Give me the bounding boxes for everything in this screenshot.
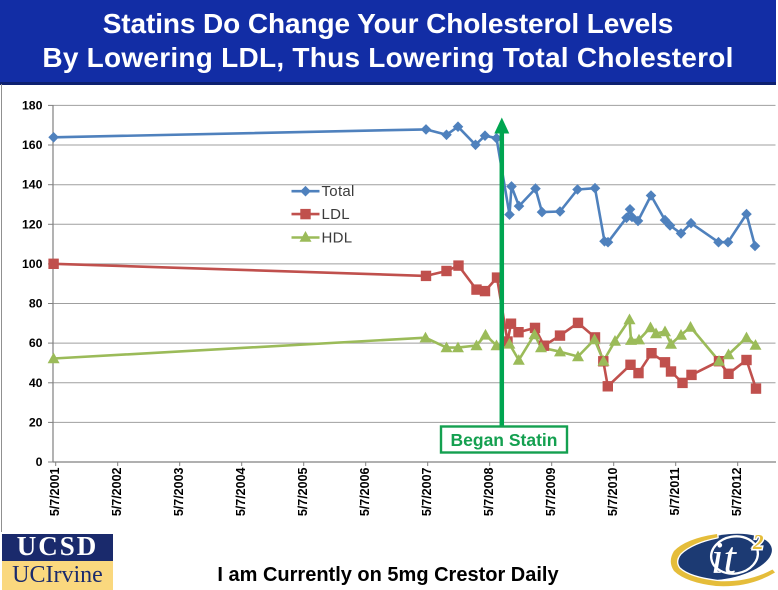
svg-text:5/7/2009: 5/7/2009 bbox=[544, 467, 558, 516]
svg-text:Total: Total bbox=[322, 183, 355, 200]
svg-text:5/7/2006: 5/7/2006 bbox=[358, 467, 372, 516]
svg-text:LDL: LDL bbox=[322, 206, 350, 223]
svg-text:120: 120 bbox=[22, 217, 43, 231]
svg-text:5/7/2003: 5/7/2003 bbox=[172, 467, 186, 516]
svg-text:40: 40 bbox=[29, 376, 43, 390]
svg-text:5/7/2002: 5/7/2002 bbox=[110, 467, 124, 516]
svg-text:160: 160 bbox=[22, 138, 43, 152]
svg-text:it: it bbox=[711, 533, 738, 583]
svg-text:5/7/2007: 5/7/2007 bbox=[420, 467, 434, 516]
svg-text:2: 2 bbox=[752, 530, 764, 554]
svg-text:100: 100 bbox=[22, 257, 43, 271]
svg-text:180: 180 bbox=[22, 98, 43, 112]
svg-text:HDL: HDL bbox=[322, 230, 353, 247]
svg-text:5/7/2012: 5/7/2012 bbox=[730, 467, 744, 516]
svg-text:5/7/2005: 5/7/2005 bbox=[296, 467, 310, 516]
svg-text:5/7/2008: 5/7/2008 bbox=[482, 467, 496, 516]
svg-text:5/7/2001: 5/7/2001 bbox=[48, 467, 62, 516]
svg-text:60: 60 bbox=[29, 336, 43, 350]
svg-text:5/7/2004: 5/7/2004 bbox=[234, 467, 248, 516]
svg-text:140: 140 bbox=[22, 178, 43, 192]
svg-text:0: 0 bbox=[36, 455, 43, 469]
svg-text:20: 20 bbox=[29, 415, 43, 429]
svg-text:5/7/2010: 5/7/2010 bbox=[606, 467, 620, 516]
svg-text:5/7/2011: 5/7/2011 bbox=[668, 467, 682, 515]
svg-text:Began Statin: Began Statin bbox=[451, 430, 558, 450]
svg-text:80: 80 bbox=[29, 297, 43, 311]
